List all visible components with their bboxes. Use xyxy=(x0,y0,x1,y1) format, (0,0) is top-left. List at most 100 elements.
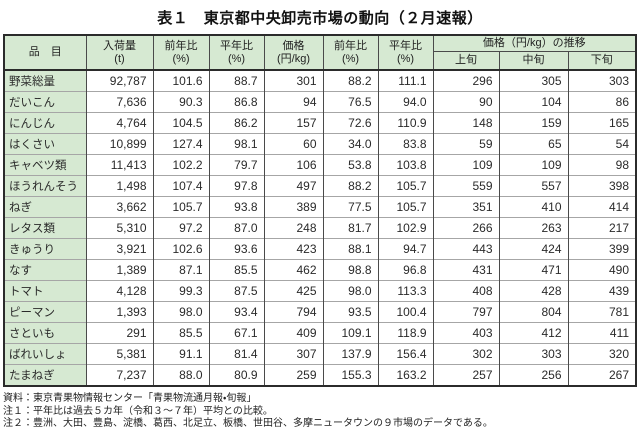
value-cell: 159 xyxy=(498,112,569,134)
table-row: 野菜総量 92,787 101.6 88.7 301 88.2 111.1 296 305 303 xyxy=(3,69,637,92)
value-cell: 109 xyxy=(498,154,569,176)
value-cell: 98.0 xyxy=(322,280,379,302)
col-header-arrival-vs-normal: 平年比 (%) xyxy=(208,34,265,71)
value-cell: 72.6 xyxy=(322,112,379,134)
value-cell: 490 xyxy=(567,259,637,281)
item-name-cell: ピーマン xyxy=(3,301,87,323)
value-cell: 398 xyxy=(567,175,637,197)
value-cell: 101.6 xyxy=(152,69,210,92)
value-cell: 65 xyxy=(498,133,569,155)
value-cell: 53.8 xyxy=(322,154,379,176)
table-row: トマト 4,128 99.3 87.5 425 98.0 113.3 408 428 439 xyxy=(3,280,637,302)
value-cell: 77.5 xyxy=(322,196,379,218)
value-cell: 88.7 xyxy=(208,69,265,92)
item-name-cell: さといも xyxy=(3,322,87,344)
value-cell: 439 xyxy=(567,280,637,302)
value-cell: 98.0 xyxy=(152,301,210,323)
item-name-cell: ほうれんそう xyxy=(3,175,87,197)
item-name-cell: きゅうり xyxy=(3,238,87,260)
value-cell: 100.4 xyxy=(377,301,434,323)
col-header-item: 品 目 xyxy=(3,34,87,71)
value-cell: 412 xyxy=(498,322,569,344)
value-cell: 559 xyxy=(432,175,500,197)
value-cell: 85.5 xyxy=(208,259,265,281)
value-cell: 794 xyxy=(263,301,324,323)
item-name-cell: はくさい xyxy=(3,133,87,155)
col-header-mid-month: 中旬 xyxy=(498,51,569,71)
value-cell: 88.2 xyxy=(322,175,379,197)
value-cell: 163.2 xyxy=(377,364,434,386)
value-cell: 94.0 xyxy=(377,91,434,113)
value-cell: 105.7 xyxy=(377,175,434,197)
value-cell: 127.4 xyxy=(152,133,210,155)
value-cell: 302 xyxy=(432,343,500,365)
value-cell: 409 xyxy=(263,322,324,344)
value-cell: 428 xyxy=(498,280,569,302)
item-name-cell: なす xyxy=(3,259,87,281)
value-cell: 804 xyxy=(498,301,569,323)
value-cell: 5,381 xyxy=(85,343,154,365)
value-cell: 301 xyxy=(263,69,324,92)
value-cell: 102.2 xyxy=(152,154,210,176)
value-cell: 87.1 xyxy=(152,259,210,281)
table-row: はくさい 10,899 127.4 98.1 60 34.0 83.8 59 65 54 xyxy=(3,133,637,155)
value-cell: 399 xyxy=(567,238,637,260)
value-cell: 414 xyxy=(567,196,637,218)
value-cell: 113.3 xyxy=(377,280,434,302)
value-cell: 1,498 xyxy=(85,175,154,197)
value-cell: 267 xyxy=(567,364,637,386)
value-cell: 60 xyxy=(263,133,324,155)
value-cell: 92,787 xyxy=(85,69,154,92)
value-cell: 87.0 xyxy=(208,217,265,239)
market-report-page: 表１ 東京都中央卸売市場の動向（２月速報） 品 目 入荷量 (t) 前年比 (%… xyxy=(3,10,638,429)
value-cell: 109.1 xyxy=(322,322,379,344)
source-note: 資料：東京青果物情報センター「青果物流通月報・旬報」 xyxy=(3,393,257,404)
col-header-price-trend-group: 価格（円/kg）の推移 xyxy=(432,34,637,52)
table-row: さといも 291 85.5 67.1 409 109.1 118.9 403 412 411 xyxy=(3,322,637,344)
value-cell: 98.8 xyxy=(322,259,379,281)
col-header-price-yoy: 前年比 (%) xyxy=(322,34,379,71)
value-cell: 97.8 xyxy=(208,175,265,197)
value-cell: 303 xyxy=(498,343,569,365)
value-cell: 557 xyxy=(498,175,569,197)
value-cell: 59 xyxy=(432,133,500,155)
value-cell: 148 xyxy=(432,112,500,134)
value-cell: 88.1 xyxy=(322,238,379,260)
table-row: きゅうり 3,921 102.6 93.6 423 88.1 94.7 443 424 399 xyxy=(3,238,637,260)
value-cell: 105.7 xyxy=(152,196,210,218)
value-cell: 105.7 xyxy=(377,196,434,218)
value-cell: 156.4 xyxy=(377,343,434,365)
value-cell: 411 xyxy=(567,322,637,344)
value-cell: 263 xyxy=(498,217,569,239)
value-cell: 303 xyxy=(567,69,637,92)
value-cell: 497 xyxy=(263,175,324,197)
value-cell: 104.5 xyxy=(152,112,210,134)
value-cell: 155.3 xyxy=(322,364,379,386)
col-header-arrival-qty: 入荷量 (t) xyxy=(85,34,154,71)
value-cell: 102.9 xyxy=(377,217,434,239)
value-cell: 88.0 xyxy=(152,364,210,386)
value-cell: 54 xyxy=(567,133,637,155)
value-cell: 259 xyxy=(263,364,324,386)
value-cell: 5,310 xyxy=(85,217,154,239)
value-cell: 88.2 xyxy=(322,69,379,92)
value-cell: 86 xyxy=(567,91,637,113)
value-cell: 97.2 xyxy=(152,217,210,239)
value-cell: 1,389 xyxy=(85,259,154,281)
item-name-cell: にんじん xyxy=(3,112,87,134)
col-header-early-month: 上旬 xyxy=(432,51,500,71)
value-cell: 4,764 xyxy=(85,112,154,134)
note-2: 注２：豊洲、大田、豊島、淀橋、葛西、北足立、板橋、世田谷、多摩ニュータウンの９市… xyxy=(3,418,493,429)
table-row: ピーマン 1,393 98.0 93.4 794 93.5 100.4 797 804 781 xyxy=(3,301,637,323)
table-row: キャベツ類 11,413 102.2 79.7 106 53.8 103.8 109 109 98 xyxy=(3,154,637,176)
value-cell: 266 xyxy=(432,217,500,239)
value-cell: 98 xyxy=(567,154,637,176)
table-row: ばれいしょ 5,381 91.1 81.4 307 137.9 156.4 302 303 320 xyxy=(3,343,637,365)
table-header: 品 目 入荷量 (t) 前年比 (%) 平年比 (%) 価格 (円/kg) 前年… xyxy=(3,34,637,71)
value-cell: 403 xyxy=(432,322,500,344)
value-cell: 80.9 xyxy=(208,364,265,386)
value-cell: 90 xyxy=(432,91,500,113)
value-cell: 157 xyxy=(263,112,324,134)
table-title: 表１ 東京都中央卸売市場の動向（２月速報） xyxy=(157,10,483,27)
value-cell: 79.7 xyxy=(208,154,265,176)
